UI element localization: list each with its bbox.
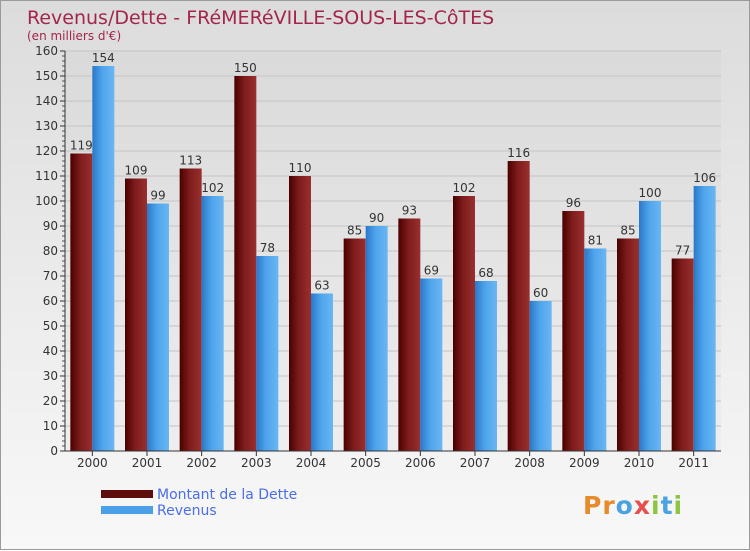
data-label: 85 — [347, 224, 362, 238]
bar-debt — [562, 211, 585, 451]
bar-revenue — [584, 248, 607, 451]
bar-debt — [125, 178, 147, 451]
x-tick-label: 2004 — [296, 456, 327, 470]
y-tick-label: 40 — [43, 344, 58, 358]
x-tick-label: 2006 — [405, 456, 436, 470]
legend-swatch-revenue — [101, 506, 153, 514]
data-label: 119 — [70, 139, 93, 153]
data-label: 102 — [453, 181, 476, 195]
bar-revenue — [201, 196, 224, 451]
bar-revenue — [475, 281, 497, 451]
x-tick-label: 2000 — [77, 456, 108, 470]
bar-debt — [70, 153, 93, 451]
chart-subtitle: (en milliers d'€) — [27, 29, 122, 43]
data-label: 154 — [92, 51, 115, 65]
y-tick-label: 120 — [35, 144, 58, 158]
data-label: 78 — [260, 241, 275, 255]
data-label: 63 — [314, 279, 329, 293]
data-label: 96 — [566, 196, 581, 210]
bar-debt — [289, 176, 311, 451]
proxiti-logo: Proxiti — [583, 491, 684, 520]
bar-debt — [453, 196, 475, 451]
y-tick-label: 100 — [35, 194, 58, 208]
data-label: 102 — [201, 181, 224, 195]
legend-label-debt: Montant de la Dette — [157, 487, 298, 503]
x-tick-label: 2011 — [678, 456, 709, 470]
bar-revenue — [693, 186, 716, 451]
legend-swatch-debt — [101, 490, 153, 498]
x-tick-label: 2003 — [241, 456, 272, 470]
y-tick-label: 50 — [43, 319, 58, 333]
data-label: 93 — [402, 204, 417, 218]
x-tick-label: 2005 — [350, 456, 381, 470]
y-tick-label: 30 — [43, 369, 58, 383]
data-label: 110 — [289, 161, 312, 175]
y-tick-label: 140 — [35, 94, 58, 108]
bar-debt — [507, 161, 530, 451]
data-label: 85 — [620, 224, 635, 238]
bar-revenue — [311, 293, 333, 451]
data-label: 116 — [507, 146, 530, 160]
bar-revenue — [639, 201, 661, 451]
data-label: 106 — [693, 171, 716, 185]
bar-revenue — [256, 256, 279, 451]
data-label: 81 — [588, 234, 603, 248]
bar-revenue — [92, 66, 115, 451]
data-label: 100 — [639, 186, 662, 200]
data-label: 77 — [675, 244, 690, 258]
y-tick-label: 70 — [43, 269, 58, 283]
bar-revenue — [147, 203, 169, 451]
data-label: 150 — [234, 61, 257, 75]
x-tick-label: 2008 — [514, 456, 545, 470]
data-label: 60 — [533, 286, 548, 300]
x-tick-label: 2001 — [132, 456, 163, 470]
bar-revenue — [365, 226, 388, 451]
bar-debt — [179, 168, 202, 451]
y-tick-label: 110 — [35, 169, 58, 183]
data-label: 99 — [150, 189, 165, 203]
x-tick-label: 2009 — [569, 456, 600, 470]
y-tick-label: 80 — [43, 244, 58, 258]
data-label: 113 — [179, 154, 202, 168]
legend-label-revenue: Revenus — [157, 503, 217, 519]
data-label: 68 — [478, 266, 493, 280]
data-label: 90 — [369, 211, 384, 225]
y-tick-label: 130 — [35, 119, 58, 133]
bar-revenue — [420, 278, 443, 451]
y-tick-label: 150 — [35, 69, 58, 83]
bar-debt — [671, 258, 694, 451]
data-label: 109 — [125, 164, 148, 178]
y-tick-label: 0 — [50, 444, 58, 458]
bar-debt — [617, 238, 639, 451]
bar-debt — [343, 238, 366, 451]
x-tick-label: 2007 — [460, 456, 491, 470]
x-tick-label: 2010 — [624, 456, 655, 470]
data-label: 69 — [424, 264, 439, 278]
y-tick-label: 60 — [43, 294, 58, 308]
chart-title: Revenus/Dette - FRéMERéVILLE-SOUS-LES-Cô… — [27, 7, 495, 29]
bar-debt — [234, 76, 257, 451]
y-tick-label: 20 — [43, 394, 58, 408]
y-tick-label: 160 — [35, 44, 58, 58]
x-tick-label: 2002 — [186, 456, 217, 470]
bar-revenue — [529, 301, 552, 451]
bar-debt — [398, 218, 421, 451]
y-tick-label: 90 — [43, 219, 58, 233]
y-tick-label: 10 — [43, 419, 58, 433]
